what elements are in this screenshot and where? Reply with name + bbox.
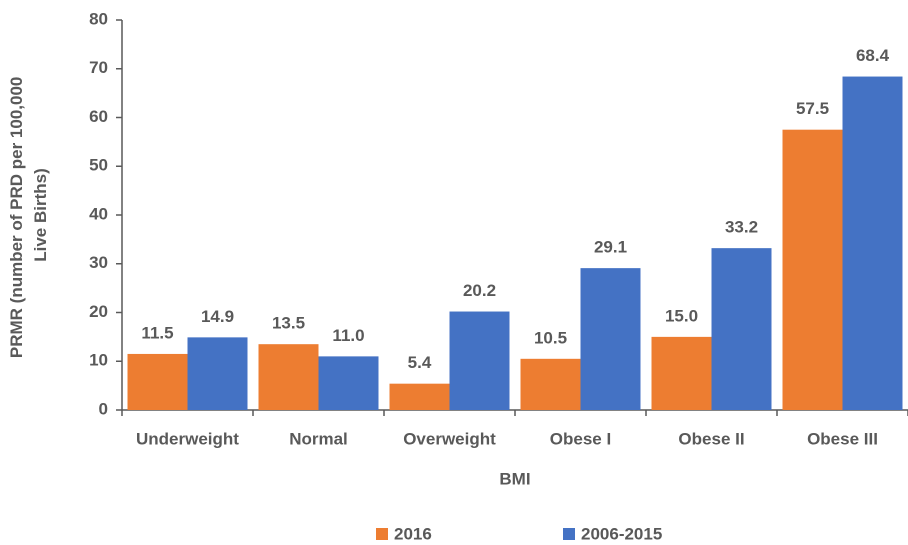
legend-swatch — [563, 528, 575, 540]
bar — [389, 383, 450, 410]
y-tick-label: 60 — [89, 107, 108, 126]
y-tick-label: 0 — [99, 399, 108, 418]
x-tick-label: Obese I — [550, 429, 611, 448]
y-axis-title-line: PRMR (number of PRD per 100,000 — [7, 77, 26, 359]
data-label: 15.0 — [665, 306, 698, 325]
data-label: 20.2 — [463, 281, 496, 300]
data-label: 11.0 — [332, 326, 364, 345]
y-axis-title: PRMR (number of PRD per 100,000 Live Bir… — [7, 72, 50, 358]
legend-label: 2006-2015 — [581, 524, 662, 543]
legend-label: 2016 — [394, 524, 432, 543]
y-tick-label: 20 — [89, 302, 108, 321]
bar — [842, 76, 903, 411]
y-axis-title-line: Live Births) — [31, 168, 50, 262]
y-tick-label: 40 — [89, 204, 108, 223]
x-tick-label: Overweight — [403, 429, 496, 448]
bar — [651, 336, 712, 410]
bar — [580, 268, 641, 410]
legend-swatch — [376, 528, 388, 540]
data-label: 10.5 — [534, 328, 567, 347]
bar — [449, 311, 510, 410]
bar — [782, 129, 843, 410]
x-axis-title: BMI — [499, 469, 530, 488]
y-tick-label: 10 — [89, 351, 108, 370]
data-label: 33.2 — [725, 218, 758, 237]
y-tick-label: 30 — [89, 253, 108, 272]
data-label: 13.5 — [272, 314, 305, 333]
bar — [318, 356, 379, 410]
y-tick-label: 80 — [89, 9, 108, 28]
y-tick-label: 70 — [89, 58, 108, 77]
data-label: 57.5 — [796, 99, 829, 118]
bar — [520, 358, 581, 410]
x-tick-label: Underweight — [136, 429, 239, 448]
bar — [127, 353, 188, 410]
x-tick-label: Obese II — [678, 429, 744, 448]
bar — [711, 248, 772, 410]
x-tick-label: Obese III — [807, 429, 878, 448]
data-label: 29.1 — [594, 238, 627, 257]
data-label: 11.5 — [141, 323, 173, 342]
bar — [187, 337, 248, 410]
data-label: 5.4 — [408, 353, 432, 372]
x-tick-label: Normal — [289, 429, 348, 448]
bar — [258, 344, 319, 410]
y-tick-label: 50 — [89, 156, 108, 175]
data-label: 68.4 — [856, 46, 890, 65]
data-label: 14.9 — [201, 307, 234, 326]
